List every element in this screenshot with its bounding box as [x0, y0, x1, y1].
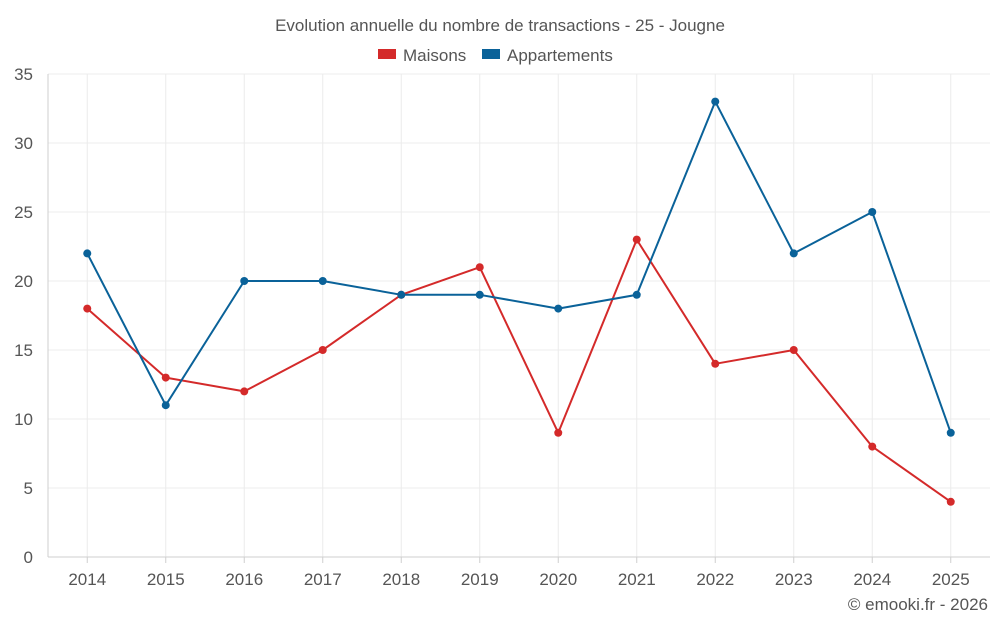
data-point-maisons[interactable] — [711, 359, 720, 368]
data-point-maisons[interactable] — [554, 428, 563, 437]
y-tick-label: 5 — [24, 479, 33, 498]
data-point-appartements[interactable] — [554, 304, 563, 313]
x-tick-label: 2015 — [147, 570, 185, 589]
legend-label-maisons: Maisons — [403, 46, 466, 65]
x-tick-label: 2025 — [932, 570, 970, 589]
data-point-appartements[interactable] — [83, 249, 92, 258]
x-tick-label: 2020 — [539, 570, 577, 589]
data-point-appartements[interactable] — [711, 97, 720, 106]
data-point-appartements[interactable] — [318, 277, 327, 285]
legend: Maisons Appartements — [378, 46, 613, 65]
y-tick-label: 25 — [14, 203, 33, 222]
x-tick-label: 2024 — [853, 570, 891, 589]
x-tick-label: 2018 — [382, 570, 420, 589]
y-tick-label: 10 — [14, 410, 33, 429]
series-lines — [86, 100, 952, 503]
data-point-maisons[interactable] — [161, 373, 170, 382]
y-tick-label: 30 — [14, 134, 33, 153]
data-point-appartements[interactable] — [946, 428, 955, 437]
x-tick-label: 2023 — [775, 570, 813, 589]
x-gridlines — [86, 74, 952, 563]
legend-label-appartements: Appartements — [507, 46, 613, 65]
x-tick-label: 2016 — [225, 570, 263, 589]
data-point-maisons[interactable] — [789, 346, 798, 354]
data-point-appartements[interactable] — [632, 290, 641, 299]
x-tick-label: 2022 — [696, 570, 734, 589]
x-tick-label: 2017 — [304, 570, 342, 589]
data-point-appartements[interactable] — [475, 290, 484, 299]
x-tick-label: 2019 — [461, 570, 499, 589]
data-point-maisons[interactable] — [318, 346, 327, 354]
data-point-appartements[interactable] — [397, 290, 406, 299]
data-point-appartements[interactable] — [161, 401, 170, 410]
x-axis-ticks: 2014 2015 2016 2017 2018 2019 2020 2021 2022 2023… — [68, 570, 969, 589]
data-point-maisons[interactable] — [946, 497, 955, 506]
x-tick-label: 2021 — [618, 570, 656, 589]
data-point-maisons[interactable] — [632, 235, 641, 244]
data-point-appartements[interactable] — [240, 277, 249, 285]
axes — [47, 74, 990, 558]
y-tick-label: 35 — [14, 65, 33, 84]
y-axis-ticks: 0 5 10 15 20 25 30 35 — [14, 65, 33, 567]
series-line-appartements — [86, 100, 952, 434]
x-tick-label: 2014 — [68, 570, 106, 589]
y-tick-label: 20 — [14, 272, 33, 291]
data-point-appartements[interactable] — [789, 249, 798, 258]
data-point-maisons[interactable] — [83, 304, 92, 313]
data-point-maisons[interactable] — [868, 442, 877, 451]
data-point-maisons[interactable] — [240, 387, 249, 396]
data-point-appartements[interactable] — [868, 208, 877, 216]
y-tick-label: 15 — [14, 341, 33, 360]
legend-swatch-maisons — [378, 49, 396, 59]
legend-swatch-appartements — [482, 49, 500, 59]
credit-text: © emooki.fr - 2026 — [848, 595, 988, 614]
chart-title: Evolution annuelle du nombre de transact… — [275, 16, 725, 35]
y-gridlines — [48, 73, 990, 489]
series-line-maisons — [86, 238, 952, 503]
y-tick-label: 0 — [24, 548, 33, 567]
legend-item-appartements[interactable]: Appartements — [482, 46, 613, 65]
series-points — [83, 97, 955, 506]
data-point-maisons[interactable] — [475, 263, 484, 272]
legend-item-maisons[interactable]: Maisons — [378, 46, 466, 65]
